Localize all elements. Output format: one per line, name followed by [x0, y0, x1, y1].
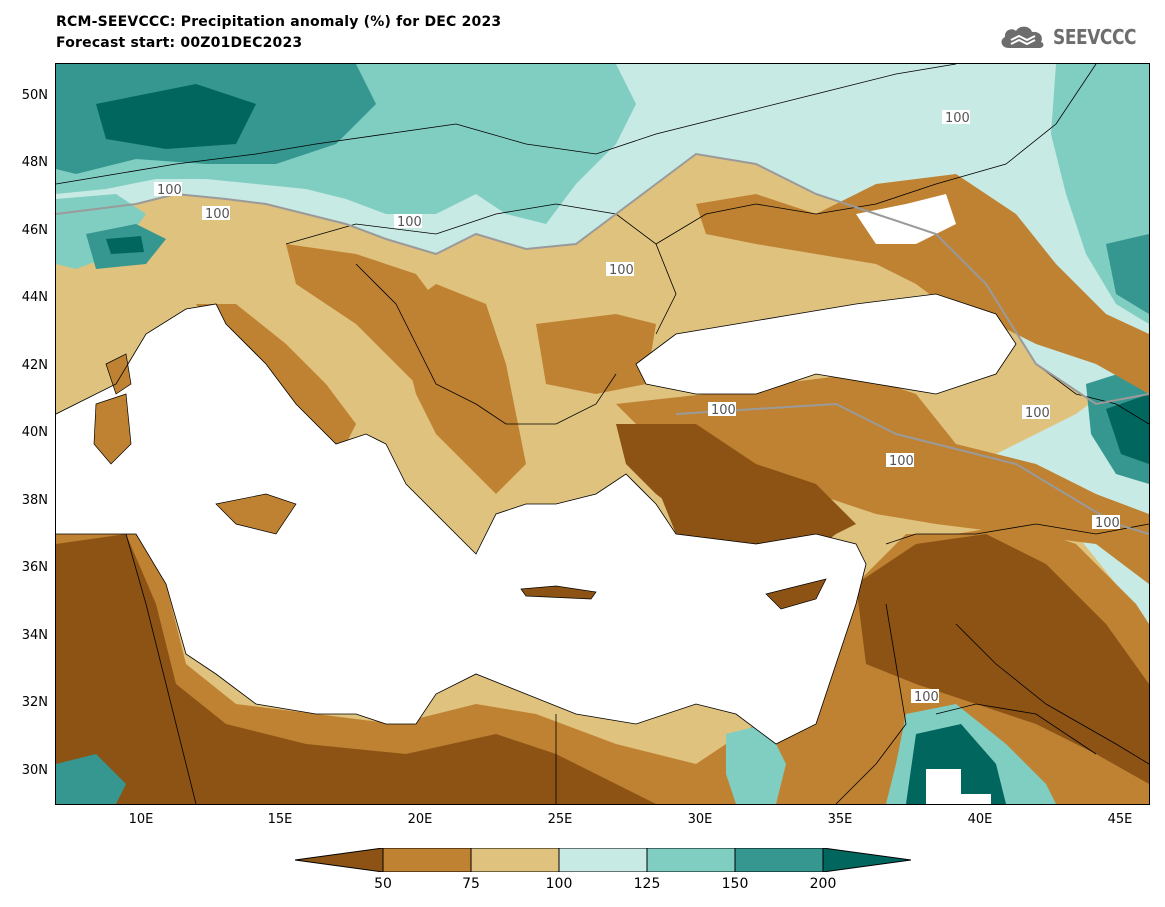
- lon-label: 20E: [407, 812, 433, 827]
- svg-text:100: 100: [1025, 406, 1050, 421]
- svg-text:100: 100: [609, 263, 634, 278]
- contour-label: 100: [606, 262, 634, 278]
- colorbar-segment-gt200: [822, 848, 911, 872]
- colorbar-label: 125: [633, 876, 661, 892]
- colorbar-segment-150-200: [734, 848, 824, 872]
- colorbar-label: 50: [374, 876, 392, 892]
- colorbar-segment-125-150: [646, 848, 736, 872]
- contour-100-line: [56, 152, 1149, 406]
- lon-label: 30E: [687, 812, 713, 827]
- colorbar-label: 100: [545, 876, 573, 892]
- colorbar-label: 75: [462, 876, 480, 892]
- anomaly-field-gt200: [96, 84, 256, 149]
- lon-label: 45E: [1107, 812, 1133, 827]
- anomaly-field-50-75-bulgaria: [536, 314, 656, 394]
- missing-data-patch: [926, 769, 991, 804]
- map-title: RCM-SEEVCCC: Precipitation anomaly (%) f…: [56, 14, 502, 30]
- lat-label: 40N: [21, 425, 48, 440]
- anomaly-field-50-75-crimea: [696, 174, 1149, 394]
- contour-label: 100: [886, 453, 914, 469]
- country-border-iraq: [955, 623, 1149, 765]
- country-border-levant: [835, 603, 907, 804]
- svg-text:100: 100: [889, 454, 914, 469]
- anomaly-field-150-200-russia: [1106, 234, 1149, 314]
- sardinia-island: [93, 393, 132, 465]
- svg-text:100: 100: [397, 215, 422, 230]
- country-border-ukraine: [655, 64, 1097, 245]
- lon-label: 35E: [827, 812, 853, 827]
- contour-100-line-anatolia: [675, 402, 1149, 535]
- lon-label: 25E: [547, 812, 573, 827]
- anomaly-field-50-75-albania: [396, 284, 526, 494]
- corsica-island: [105, 353, 132, 395]
- lat-label: 32N: [21, 695, 48, 710]
- country-border-danube: [285, 203, 677, 335]
- svg-text:100: 100: [1095, 516, 1120, 531]
- lat-label: 36N: [21, 560, 48, 575]
- lat-label: 42N: [21, 358, 48, 373]
- colorbar-label: 150: [721, 876, 749, 892]
- country-border-jordan: [935, 703, 1097, 755]
- contour-label: 100: [942, 110, 970, 126]
- anomaly-field-125-150-sinai: [726, 724, 786, 804]
- lat-label: 48N: [21, 155, 48, 170]
- svg-text:100: 100: [711, 403, 736, 418]
- contour-label: 100: [202, 206, 230, 222]
- crete-island: [520, 585, 597, 600]
- svg-text:100: 100: [945, 111, 970, 126]
- colorbar-label: 200: [809, 876, 837, 892]
- anomaly-field-gt200-alps: [106, 236, 144, 254]
- svg-text:100: 100: [914, 690, 939, 705]
- country-border-balkans: [355, 263, 617, 425]
- lat-label: 38N: [21, 493, 48, 508]
- lon-label: 40E: [967, 812, 993, 827]
- contour-label: 100: [1022, 405, 1050, 421]
- colorbar: [295, 848, 911, 872]
- lat-label: 50N: [21, 88, 48, 103]
- mediterranean-sea: [56, 304, 866, 744]
- mediterranean-coastline: [56, 303, 867, 745]
- anomaly-field-lt50-mideast: [856, 534, 1149, 784]
- contour-label: 100: [154, 182, 182, 198]
- cloud-icon: [1001, 26, 1044, 48]
- anomaly-map: 100 100 100 100 100 100 100 100 100 100: [55, 63, 1150, 805]
- anomaly-field-lt50-anatolia: [616, 424, 856, 544]
- lat-label: 46N: [21, 223, 48, 238]
- contour-label: 100: [708, 402, 736, 418]
- anomaly-field-gt200-caucasus: [1106, 394, 1149, 464]
- contour-label: 100: [394, 214, 422, 230]
- anomaly-field-150-200-tunisia: [56, 754, 126, 804]
- lon-label: 10E: [128, 812, 154, 827]
- contour-label: 100: [911, 689, 939, 705]
- black-sea-coastline: [635, 293, 1017, 395]
- colorbar-segment-100-125: [558, 848, 648, 872]
- lon-label: 15E: [267, 812, 293, 827]
- colorbar-segment-50-75: [382, 848, 472, 872]
- contour-label: 100: [1092, 515, 1120, 531]
- svg-text:100: 100: [157, 183, 182, 198]
- country-border-north: [56, 64, 957, 185]
- colorbar-segment-lt50: [295, 848, 384, 872]
- map-canvas: 100 100 100 100 100 100 100 100 100 100: [56, 64, 1149, 804]
- country-border-turkey-syria: [885, 523, 1149, 545]
- country-border-tunisia-libya: [125, 533, 197, 804]
- country-border-caucasus: [1035, 363, 1149, 425]
- sicily-island: [215, 493, 297, 535]
- svg-text:100: 100: [205, 207, 230, 222]
- lat-label: 30N: [21, 763, 48, 778]
- lat-label: 34N: [21, 628, 48, 643]
- seevccc-logo: SEEVCCC: [997, 22, 1151, 52]
- forecast-start-label: Forecast start: 00Z01DEC2023: [56, 35, 303, 51]
- colorbar-segment-75-100: [470, 848, 560, 872]
- lat-label: 44N: [21, 290, 48, 305]
- cyprus-island: [765, 578, 827, 610]
- black-sea: [636, 294, 1016, 394]
- logo-text: SEEVCCC: [1053, 25, 1137, 49]
- anomaly-field-lt50-africa: [56, 534, 656, 804]
